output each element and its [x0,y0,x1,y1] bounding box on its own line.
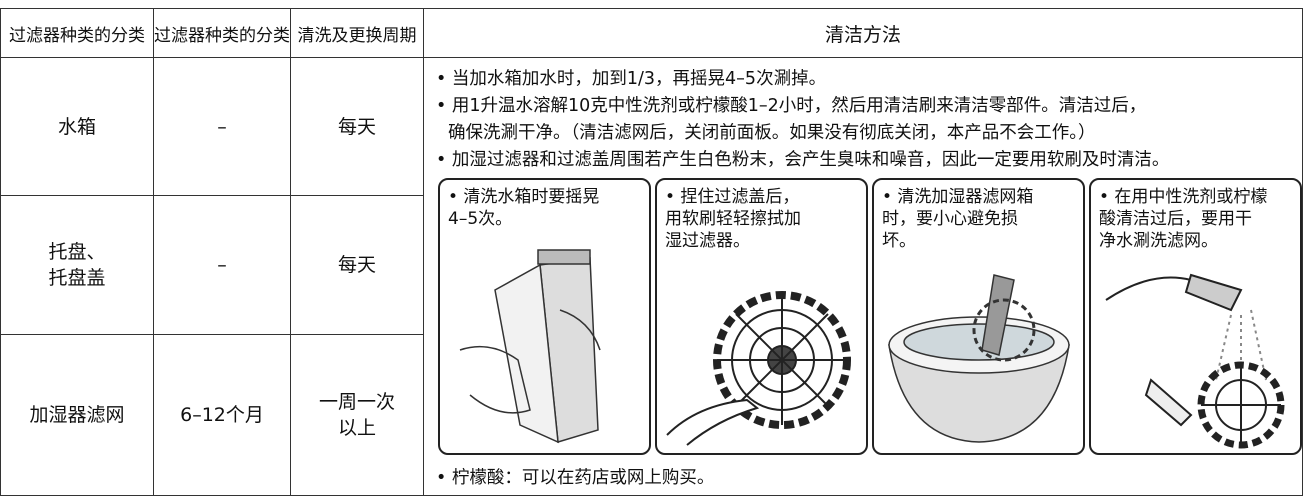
cell: – [153,57,291,196]
tank-illustration [459,249,601,444]
header-cell: 清洗及更换周期 [290,8,424,58]
row: 水箱 – 每天 • 当加水箱加水时，加到1/3，再摇晃4–5次涮掉。 • 用1升… [0,57,1303,496]
panel-text: • 捏住过滤盖后， 用软刷轻轻擦拭加 湿过滤器。 [665,187,801,251]
bullet-list: • 当加水箱加水时，加到1/3，再摇晃4–5次涮掉。 • 用1升温水溶解10克中… [424,58,1302,174]
filter-table: 过滤器种类的分类 过滤器种类的分类 清洗及更换周期 清洁方法 水箱 – 每天 •… [0,8,1303,496]
cell: 一周一次 以上 [290,334,424,496]
filter-illustration [666,291,851,446]
cell: – [153,195,291,335]
header-cell: 过滤器种类的分类 [0,8,154,58]
panel: • 清洗水箱时要摇晃 4–5次。 [438,178,651,455]
cell: 加湿器滤网 [0,334,154,496]
header-row: 过滤器种类的分类 过滤器种类的分类 清洗及更换周期 清洁方法 [0,8,1303,58]
cell: 6–12个月 [153,334,291,496]
row: 加湿器滤网 6–12个月 一周一次 以上 [0,334,1303,496]
method-cell: • 当加水箱加水时，加到1/3，再摇晃4–5次涮掉。 • 用1升温水溶解10克中… [423,57,1303,496]
row: 托盘、 托盘盖 – 每天 [0,195,1303,335]
panel-text: • 清洗加湿器滤网箱 时，要小心避免损 坏。 [882,187,1034,251]
panel-text: • 清洗水箱时要摇晃 4–5次。 [448,187,600,229]
panels: • 清洗水箱时要摇晃 4–5次。 • 捏住过滤盖后， 用软刷轻轻擦拭加 湿过滤器… [438,178,1303,455]
cell: 每天 [290,57,424,196]
bullet: • 当加水箱加水时，加到1/3，再摇晃4–5次涮掉。 [436,69,827,89]
panel: • 在用中性洗剂或柠檬 酸清洁过后，要用干 净水涮洗滤网。 [1089,178,1302,455]
cell: 托盘、 托盘盖 [0,195,154,335]
bullet: • 加湿过滤器和过滤盖周围若产生白色粉末，会产生臭味和噪音，因此一定要用软刷及时… [436,150,1170,170]
panel: • 捏住过滤盖后， 用软刷轻轻擦拭加 湿过滤器。 [655,178,868,455]
header-cell: 过滤器种类的分类 [153,8,291,58]
bullet: • 用1升温水溶解10克中性洗剂或柠檬酸1–2小时，然后用清洁刷来清洁零部件。清… [436,96,1147,143]
rinse-illustration [1105,273,1285,449]
bowl-illustration [888,274,1070,443]
cell: 每天 [290,195,424,335]
header-cell: 清洁方法 [423,8,1303,58]
panel: • 清洗加湿器滤网箱 时，要小心避免损 坏。 [872,178,1085,455]
cell: 水箱 [0,57,154,196]
note: • 柠檬酸：可以在药店或网上购买。 [436,468,715,488]
panel-text: • 在用中性洗剂或柠檬 酸清洁过后，要用干 净水涮洗滤网。 [1099,187,1268,251]
